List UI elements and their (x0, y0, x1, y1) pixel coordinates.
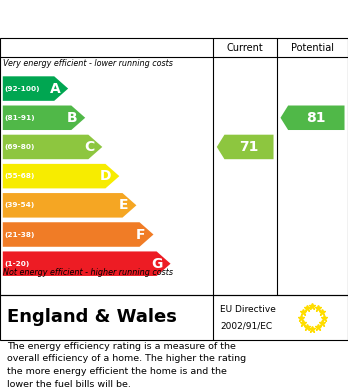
Text: Potential: Potential (291, 43, 334, 53)
Polygon shape (217, 135, 274, 159)
Text: D: D (100, 169, 111, 183)
Text: (81-91): (81-91) (5, 115, 35, 121)
Text: G: G (151, 257, 163, 271)
Text: The energy efficiency rating is a measure of the
overall efficiency of a home. T: The energy efficiency rating is a measur… (7, 341, 246, 389)
Text: (55-68): (55-68) (5, 173, 35, 179)
Text: EU Directive: EU Directive (220, 305, 276, 314)
Text: A: A (49, 82, 60, 95)
Polygon shape (3, 251, 171, 276)
Polygon shape (3, 76, 68, 101)
Text: (21-38): (21-38) (5, 231, 35, 237)
Polygon shape (3, 135, 102, 159)
Text: (92-100): (92-100) (5, 86, 40, 91)
Text: Energy Efficiency Rating: Energy Efficiency Rating (10, 11, 232, 27)
Text: E: E (119, 198, 128, 212)
Text: Not energy efficient - higher running costs: Not energy efficient - higher running co… (3, 268, 174, 277)
Text: B: B (67, 111, 77, 125)
Text: Current: Current (227, 43, 263, 53)
Polygon shape (3, 222, 153, 247)
Polygon shape (3, 193, 136, 217)
Text: (1-20): (1-20) (5, 261, 30, 267)
Text: Very energy efficient - lower running costs: Very energy efficient - lower running co… (3, 59, 173, 68)
Text: 81: 81 (306, 111, 326, 125)
Text: 2002/91/EC: 2002/91/EC (220, 321, 272, 330)
Text: 71: 71 (239, 140, 258, 154)
Polygon shape (3, 164, 119, 188)
Text: F: F (136, 228, 146, 242)
Polygon shape (280, 106, 345, 130)
Text: (39-54): (39-54) (5, 202, 35, 208)
Text: England & Wales: England & Wales (7, 308, 177, 326)
Text: (69-80): (69-80) (5, 144, 35, 150)
Text: C: C (84, 140, 94, 154)
Polygon shape (3, 106, 85, 130)
